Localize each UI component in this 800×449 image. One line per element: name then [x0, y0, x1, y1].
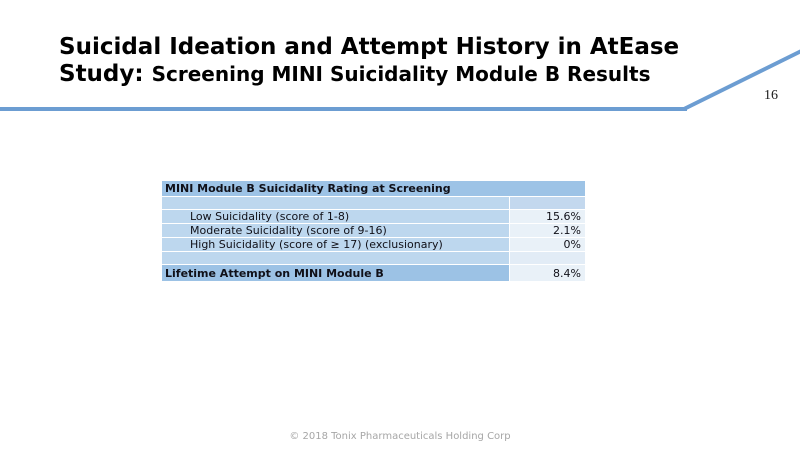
copyright-footer: © 2018 Tonix Pharmaceuticals Holding Cor…	[289, 431, 511, 442]
summary-value: 8.4%	[510, 265, 585, 281]
row-value: 2.1%	[510, 224, 585, 237]
spacer-value-cell	[510, 197, 585, 209]
row-value: 15.6%	[510, 210, 585, 223]
title-line-1: Suicidal Ideation and Attempt History in…	[59, 34, 680, 60]
spacer-value-cell	[510, 252, 585, 264]
row-label: High Suicidality (score of ≥ 17) (exclus…	[162, 238, 509, 251]
table-row: Low Suicidality (score of 1-8) 15.6%	[162, 210, 585, 223]
row-label: Moderate Suicidality (score of 9-16)	[162, 224, 509, 237]
table-spacer-row	[162, 197, 585, 209]
mini-module-b-table: MINI Module B Suicidality Rating at Scre…	[161, 180, 586, 282]
title-line-2-prefix: Study:	[59, 61, 152, 87]
slide-title: Suicidal Ideation and Attempt History in…	[59, 34, 679, 89]
row-value: 0%	[510, 238, 585, 251]
spacer-label-cell	[162, 252, 509, 264]
table-header-row: MINI Module B Suicidality Rating at Scre…	[162, 181, 585, 196]
title-line-2-subtitle: Screening MINI Suicidality Module B Resu…	[151, 62, 651, 86]
table-spacer-row	[162, 252, 585, 264]
table-row: High Suicidality (score of ≥ 17) (exclus…	[162, 238, 585, 251]
table-header-cell: MINI Module B Suicidality Rating at Scre…	[162, 181, 585, 196]
spacer-label-cell	[162, 197, 509, 209]
table-summary-row: Lifetime Attempt on MINI Module B 8.4%	[162, 265, 585, 281]
accent-horizontal-line	[0, 107, 687, 111]
row-label: Low Suicidality (score of 1-8)	[162, 210, 509, 223]
title-line-2: Study: Screening MINI Suicidality Module…	[59, 61, 679, 89]
summary-label: Lifetime Attempt on MINI Module B	[162, 265, 509, 281]
table-row: Moderate Suicidality (score of 9-16) 2.1…	[162, 224, 585, 237]
page-number: 16	[764, 88, 778, 103]
